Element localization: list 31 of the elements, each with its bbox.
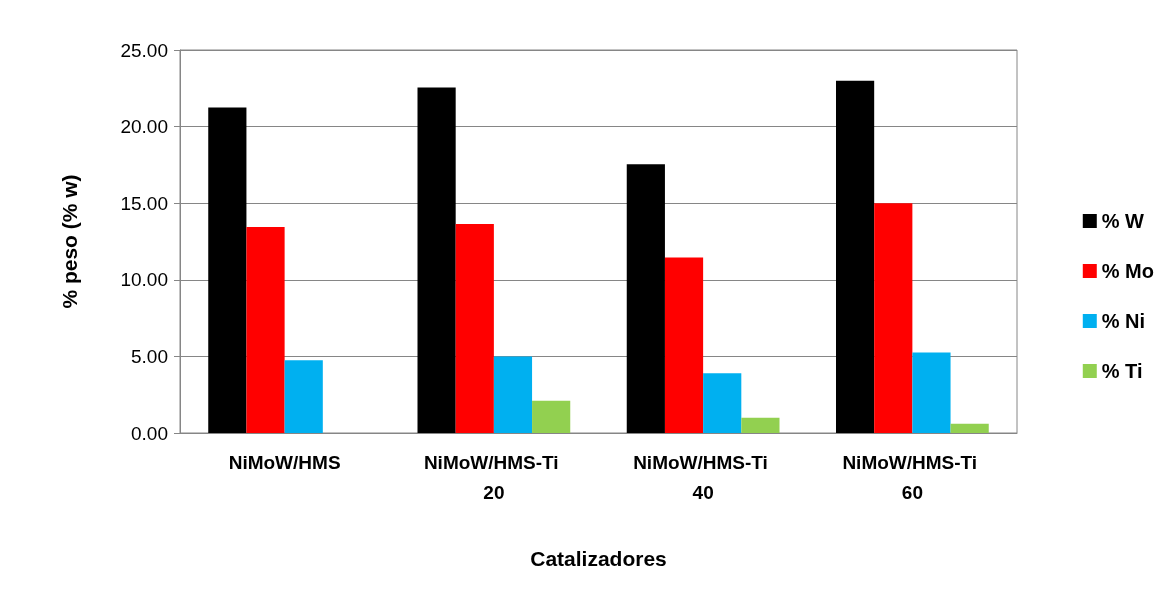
x-tick-label: NiMoW/HMS-Ti 60 (842, 451, 983, 503)
bar (912, 352, 951, 433)
bar (703, 373, 742, 433)
bar (208, 107, 247, 433)
legend-label: % Ti (1101, 360, 1143, 382)
y-tick-label: 20.00 (120, 116, 168, 138)
y-tick-label: 5.00 (131, 345, 168, 367)
bar (950, 423, 989, 433)
bar (626, 164, 665, 433)
x-tick-label: NiMoW/HMS-Ti 40 (633, 451, 774, 503)
bar (493, 356, 533, 433)
bar (532, 400, 571, 433)
y-axis-title: % peso (% w) (58, 174, 81, 309)
y-tick-label: 0.00 (131, 422, 168, 444)
bar (741, 417, 780, 433)
legend-label: % Mo (1101, 260, 1154, 282)
bar (874, 203, 913, 433)
legend-label: % W (1101, 210, 1145, 232)
bar (284, 360, 323, 433)
x-tick-label: NiMoW/HMS-Ti 20 (423, 451, 564, 503)
bar (455, 223, 494, 433)
bar (417, 87, 456, 433)
x-tick-label: NiMoW/HMS (228, 451, 341, 473)
x-axis-title: Catalizadores (530, 547, 667, 570)
legend-label: % Ni (1101, 310, 1146, 332)
bar (836, 80, 875, 433)
y-tick-label: 25.00 (120, 39, 168, 61)
bar (664, 257, 704, 433)
y-tick-label: 15.00 (120, 192, 168, 214)
y-tick-label: 10.00 (120, 269, 168, 291)
bar (246, 226, 285, 433)
